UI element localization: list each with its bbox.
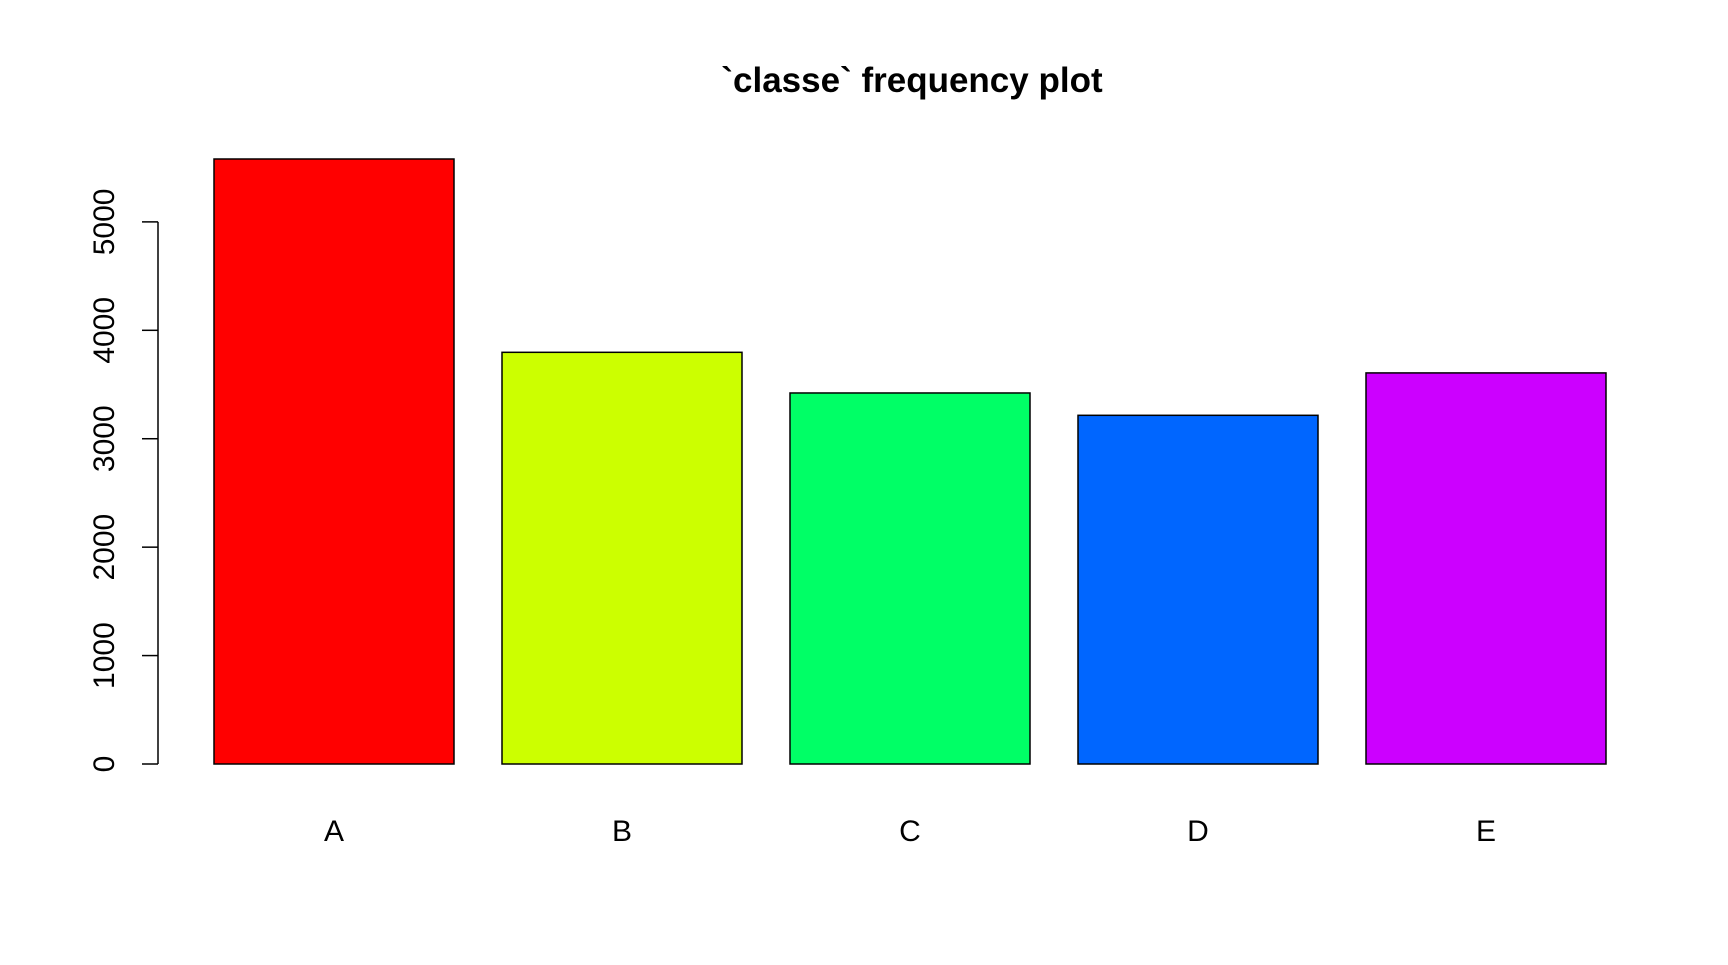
chart-title: `classe` frequency plot	[721, 61, 1103, 100]
bar-series	[213, 158, 1607, 765]
bar-d	[1077, 414, 1319, 765]
bar-b	[501, 351, 743, 765]
y-axis: 0 1000 2000 3000 4000 5000	[88, 189, 159, 773]
x-tick-label: D	[1187, 815, 1209, 848]
x-tick-label: A	[324, 815, 344, 848]
y-tick-label: 1000	[88, 622, 121, 689]
bar-c	[789, 392, 1031, 765]
y-tick-label: 4000	[88, 297, 121, 364]
y-tick-label: 3000	[88, 405, 121, 472]
x-axis-labels: A B C D E	[324, 815, 1496, 848]
y-tick-label: 5000	[88, 189, 121, 256]
x-tick-label: E	[1476, 815, 1496, 848]
x-tick-label: C	[899, 815, 921, 848]
x-tick-label: B	[612, 815, 632, 848]
bar-e	[1365, 372, 1607, 765]
y-tick-label: 2000	[88, 514, 121, 581]
y-tick-label: 0	[88, 756, 121, 773]
bar-a	[213, 158, 455, 765]
